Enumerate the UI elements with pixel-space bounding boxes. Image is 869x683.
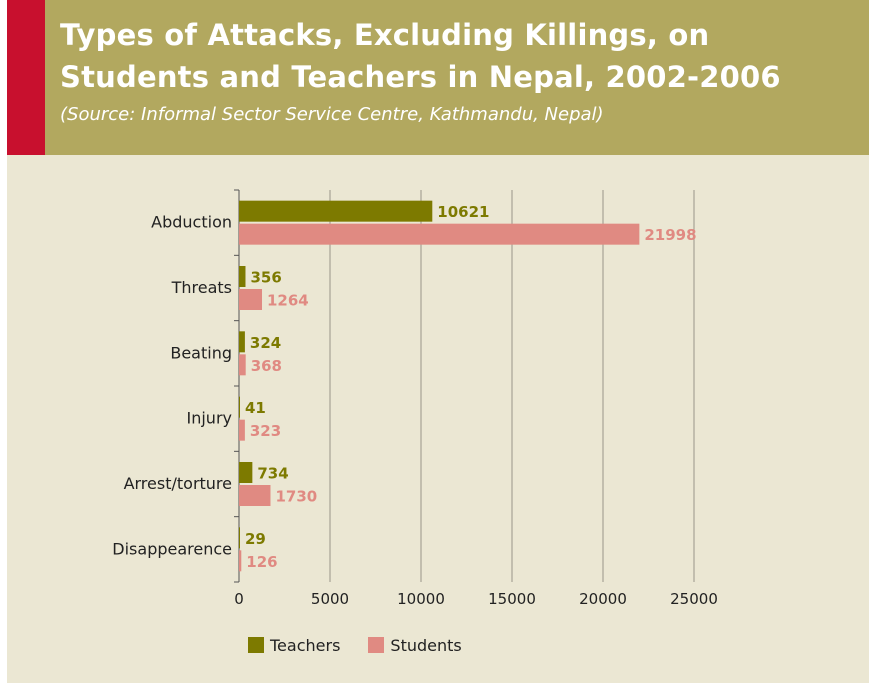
bar-teachers: [239, 527, 240, 549]
data-label: 1264: [267, 292, 309, 310]
bar-teachers: [239, 462, 253, 483]
accent-strip: [7, 0, 45, 155]
legend-swatch-teachers: [248, 637, 264, 653]
bar-teachers: [239, 200, 433, 222]
category-label: Abduction: [151, 213, 232, 232]
bar-teachers: [239, 266, 246, 287]
chart-title: Types of Attacks, Excluding Killings, on…: [60, 18, 781, 94]
bar-students: [239, 485, 271, 506]
legend: Teachers Students: [248, 633, 490, 657]
bar-students: [239, 289, 263, 310]
x-tick-label: 15000: [488, 590, 536, 608]
header-banner: [7, 0, 869, 155]
x-tick-label: 10000: [397, 590, 445, 608]
legend-swatch-students: [368, 637, 385, 653]
data-label: 21998: [644, 226, 696, 244]
bar-teachers: [239, 331, 245, 353]
x-tick-label: 25000: [670, 590, 718, 608]
x-tick-label: 5000: [311, 590, 349, 608]
data-label: 368: [251, 357, 282, 375]
data-label: 29: [245, 530, 266, 548]
x-tick-label: 0: [234, 590, 244, 608]
data-label: 356: [250, 269, 281, 287]
category-label: Disappearence: [112, 539, 232, 558]
chart-subtitle: (Source: Informal Sector Service Centre,…: [60, 104, 604, 125]
legend-item-teachers: Teachers: [248, 636, 340, 655]
data-label: 126: [246, 553, 277, 571]
bar-teachers: [239, 396, 240, 418]
bar-students: [239, 550, 242, 572]
data-label: 41: [245, 399, 266, 417]
data-label: 734: [257, 465, 288, 483]
category-label: Beating: [170, 343, 232, 362]
category-label: Arrest/torture: [124, 474, 232, 493]
bar-students: [239, 419, 245, 441]
data-label: 324: [250, 334, 281, 352]
legend-label-students: Students: [390, 635, 462, 655]
legend-label-teachers: Teachers: [270, 635, 341, 655]
legend-item-students: Students: [368, 635, 462, 655]
category-label: Threats: [171, 278, 232, 297]
bar-students: [239, 223, 640, 245]
x-tick-label: 20000: [579, 590, 627, 608]
data-label: 1730: [275, 488, 317, 506]
category-label: Injury: [187, 409, 233, 428]
bar-students: [239, 354, 246, 376]
data-label: 323: [250, 422, 281, 440]
data-label: 10621: [437, 203, 489, 221]
